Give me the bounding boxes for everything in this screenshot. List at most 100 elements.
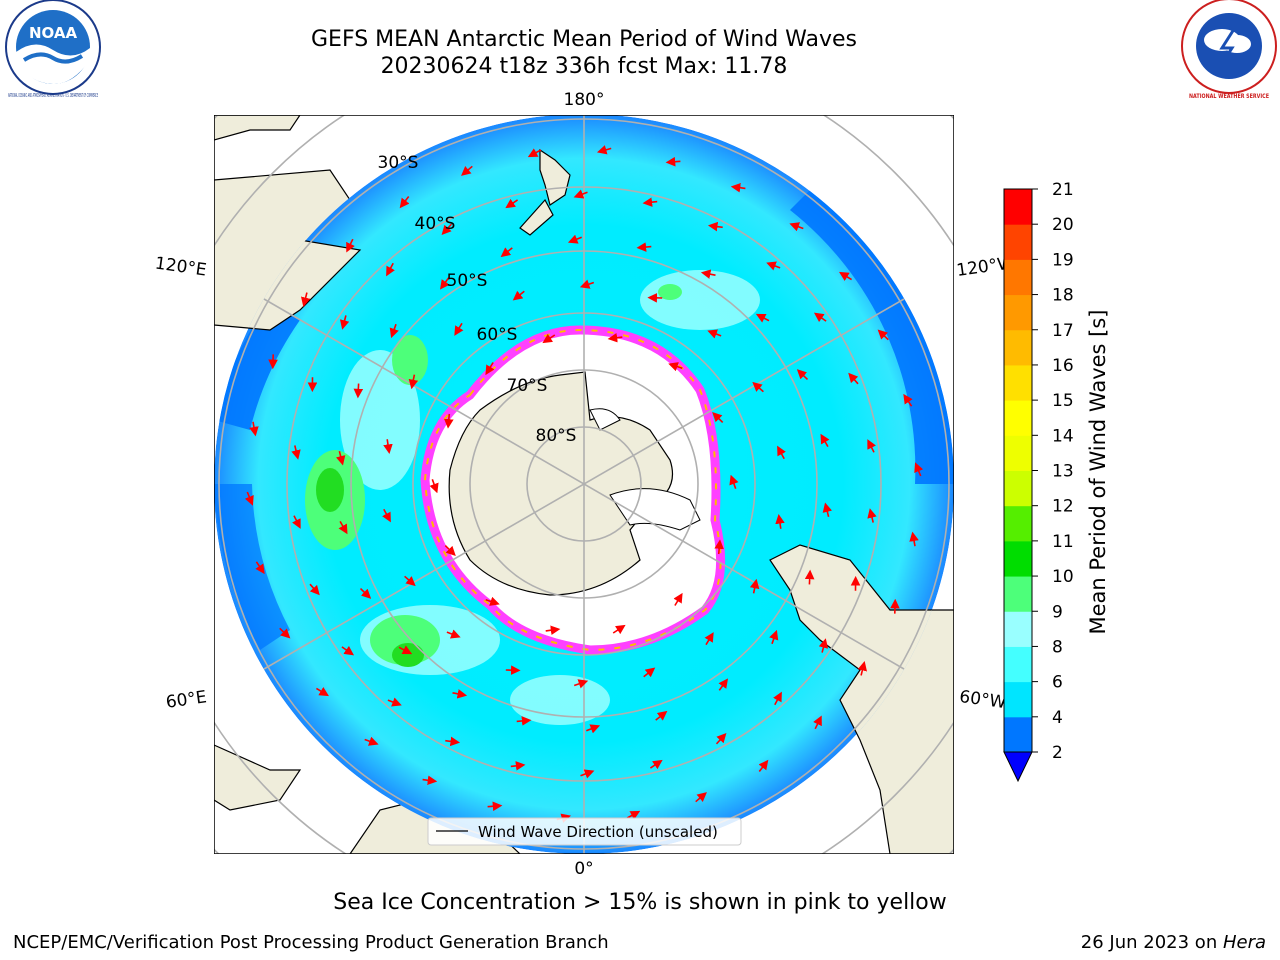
wind-wave-arrow bbox=[712, 412, 724, 423]
wind-wave-arrow bbox=[857, 661, 868, 676]
legend-label: Wind Wave Direction (unscaled) bbox=[478, 823, 718, 841]
wind-wave-arrow bbox=[500, 247, 513, 258]
footer-date-text: 26 Jun 2023 on bbox=[1080, 932, 1223, 953]
wind-wave-arrow bbox=[704, 632, 714, 646]
map-area bbox=[214, 115, 954, 854]
colorbar-segment bbox=[1004, 470, 1032, 507]
footer-credit: NCEP/EMC/Verification Post Processing Pr… bbox=[13, 932, 609, 953]
wind-wave-arrow bbox=[315, 687, 329, 697]
wind-wave-arrow bbox=[758, 759, 769, 772]
lat-label-70s: 70°S bbox=[507, 376, 548, 396]
wind-wave-arrow bbox=[255, 561, 265, 575]
noaa-logo-ring-text: NATIONAL OCEANIC AND ATMOSPHERIC ADMINIS… bbox=[8, 93, 98, 99]
wind-wave-arrow bbox=[775, 514, 785, 529]
colorbar-segment bbox=[1004, 189, 1032, 225]
colorbar-segment bbox=[1004, 435, 1032, 471]
wind-wave-arrow bbox=[398, 645, 413, 655]
wind-wave-arrow bbox=[527, 148, 542, 158]
wind-wave-arrow bbox=[338, 521, 348, 535]
wind-wave-arrow bbox=[796, 369, 809, 380]
wind-wave-arrow bbox=[695, 792, 707, 803]
wind-wave-arrow bbox=[655, 710, 668, 721]
wind-wave-arrow bbox=[612, 624, 626, 635]
wind-wave-arrow bbox=[707, 329, 722, 339]
colorbar-segment bbox=[1004, 681, 1032, 718]
colorbar-segment bbox=[1004, 540, 1032, 577]
wind-wave-arrow bbox=[542, 333, 556, 344]
lon-label-60e: 60°E bbox=[165, 687, 208, 712]
wind-wave-arrow bbox=[545, 625, 561, 635]
wind-wave-arrow bbox=[818, 638, 829, 653]
wind-wave-arrow bbox=[773, 691, 782, 706]
colorbar-segment bbox=[1004, 576, 1032, 612]
wind-wave-arrow bbox=[461, 165, 473, 176]
wind-wave-arrow bbox=[643, 667, 656, 678]
wind-wave-arrow bbox=[573, 189, 588, 199]
wind-wave-arrow bbox=[487, 801, 503, 812]
lat-label-80s: 80°S bbox=[536, 426, 577, 446]
wind-wave-arrow bbox=[399, 196, 410, 209]
colorbar-segment bbox=[1004, 716, 1032, 753]
nws-logo-ring-text: NATIONAL WEATHER SERVICE bbox=[1189, 93, 1269, 100]
colorbar-tick-label: 19 bbox=[1052, 250, 1074, 270]
lon-label-120e: 120°E bbox=[154, 254, 208, 281]
wind-wave-arrow bbox=[300, 292, 311, 307]
footer-date: 26 Jun 2023 on Hera bbox=[1081, 932, 1266, 953]
wind-wave-arrow bbox=[445, 736, 461, 747]
colorbar-tick-label: 15 bbox=[1052, 391, 1074, 411]
wind-wave-arrow bbox=[769, 629, 779, 645]
wind-wave-arrow bbox=[820, 433, 830, 447]
colorbar-segment bbox=[1004, 611, 1032, 647]
footer-host: Hera bbox=[1222, 932, 1266, 953]
wind-wave-arrow bbox=[422, 775, 438, 786]
antarctica-land bbox=[448, 371, 674, 596]
lon-label-0: 0° bbox=[574, 859, 593, 879]
wind-wave-arrow bbox=[673, 592, 683, 606]
wind-wave-arrow bbox=[636, 242, 652, 252]
wind-wave-arrow bbox=[848, 372, 859, 385]
wind-wave-arrow bbox=[387, 697, 402, 707]
wind-wave-arrow bbox=[607, 333, 623, 343]
wind-wave-arrow bbox=[383, 439, 393, 454]
map-legend: Wind Wave Direction (unscaled) bbox=[427, 817, 742, 846]
wind-wave-arrow bbox=[789, 222, 804, 232]
wind-wave-arrow bbox=[649, 759, 663, 770]
wind-wave-arrow bbox=[346, 238, 355, 253]
wind-wave-arrow bbox=[505, 198, 519, 209]
wind-wave-arrow bbox=[586, 724, 601, 734]
wind-wave-arrow bbox=[516, 716, 532, 726]
wind-wave-arrow bbox=[567, 234, 582, 244]
colorbar-segment bbox=[1004, 505, 1032, 542]
noaa-logo-text: NOAA bbox=[29, 24, 78, 42]
nws-logo: NATIONAL WEATHER SERVICE bbox=[1181, 0, 1277, 100]
wind-wave-arrow bbox=[766, 261, 781, 271]
wind-wave-arrow bbox=[359, 588, 372, 599]
wind-wave-arrow bbox=[839, 271, 853, 281]
colorbar-segment bbox=[1004, 329, 1032, 366]
wind-wave-arrow bbox=[364, 736, 379, 746]
wind-wave-arrow bbox=[665, 156, 681, 167]
wind-wave-arrow bbox=[752, 381, 764, 393]
wind-wave-arrow bbox=[291, 445, 301, 460]
lon-label-60w: 60°W bbox=[958, 687, 1007, 713]
colorbar: 2 4 6 8 9 10 11 12 13 14 15 16 17 18 19 20 21 Mean Perio… bbox=[1003, 180, 1110, 783]
wind-wave-arrow bbox=[452, 689, 468, 699]
wind-wave-arrow bbox=[714, 539, 724, 555]
wind-wave-arrow bbox=[903, 393, 913, 407]
wind-wave-arrow bbox=[404, 575, 416, 587]
colorbar-tick-label: 13 bbox=[1052, 462, 1074, 482]
wind-wave-arrow bbox=[339, 315, 350, 330]
wind-wave-arrow bbox=[249, 421, 259, 437]
wind-wave-arrow bbox=[389, 323, 399, 339]
colorbar-tick-label: 2 bbox=[1052, 743, 1063, 763]
wind-wave-arrow bbox=[439, 277, 450, 290]
colorbar-tick-label: 4 bbox=[1052, 708, 1063, 728]
wind-wave-arrow bbox=[382, 508, 391, 523]
wind-wave-arrow bbox=[244, 491, 254, 506]
lat-label-60s: 60°S bbox=[477, 325, 518, 345]
wind-wave-arrow bbox=[718, 678, 729, 691]
wind-wave-arrow bbox=[813, 715, 822, 730]
wind-wave-arrow bbox=[707, 221, 723, 232]
wind-wave-arrow bbox=[335, 451, 346, 466]
